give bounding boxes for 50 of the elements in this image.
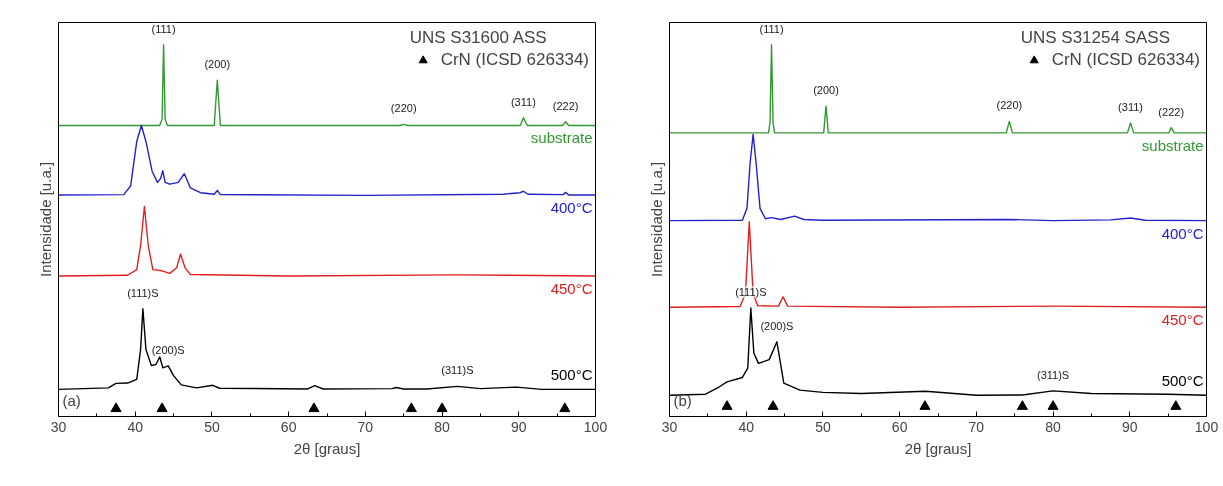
series-label: substrate — [530, 129, 593, 147]
series-label: 500°C — [1161, 372, 1204, 390]
x-tick-label: 90 — [1122, 418, 1138, 435]
annotation: (311) — [510, 95, 536, 108]
series-label: 450°C — [1161, 311, 1204, 329]
annotation: (111)S — [735, 285, 767, 298]
y-axis-title: Intensidade [u.a.] — [647, 161, 665, 278]
annotation: (b) — [673, 391, 692, 409]
series-label: 500°C — [550, 366, 593, 384]
x-tick-label: 80 — [434, 418, 451, 435]
x-axis-title: 2θ [graus] — [293, 439, 361, 457]
x-tick-label: 80 — [1045, 418, 1062, 435]
annotation: (311)S — [441, 364, 474, 377]
annotation: (311) — [1118, 100, 1143, 113]
x-tick-label: 30 — [661, 418, 678, 435]
annotation: (200)S — [760, 319, 794, 332]
x-tick-label: 60 — [891, 418, 908, 435]
series-label: substrate — [1141, 136, 1204, 154]
annotation: (111) — [151, 22, 176, 35]
annotation: (220) — [996, 99, 1023, 112]
annotation: (222) — [552, 99, 579, 112]
annotation: (220) — [390, 102, 417, 115]
x-tick-label: 70 — [968, 418, 985, 435]
x-tick-label: 90 — [511, 418, 527, 435]
legend-label: CrN (ICSD 626334) — [440, 50, 589, 70]
series-label: 450°C — [550, 280, 593, 297]
x-tick-label: 60 — [280, 418, 297, 435]
series-label: 400°C — [550, 198, 593, 216]
x-tick-label: 40 — [738, 418, 755, 435]
annotation: (311)S — [1036, 368, 1070, 381]
annotation: (111)S — [127, 286, 159, 299]
annotation: (222) — [1158, 105, 1185, 118]
x-tick-label: 100 — [583, 418, 608, 435]
annotation: (111) — [759, 22, 784, 35]
annotation: (200)S — [151, 343, 185, 356]
x-tick-label: 70 — [357, 418, 374, 435]
legend-title: UNS S31600 ASS — [409, 28, 548, 48]
x-tick-label: 100 — [1194, 418, 1219, 435]
y-axis-title: Intensidade [u.a.] — [36, 161, 54, 278]
annotation: (a) — [62, 391, 81, 409]
legend-label: CrN (ICSD 626334) — [1051, 50, 1200, 70]
series-label: 400°C — [1161, 224, 1204, 242]
annotation: (200) — [813, 84, 839, 97]
legend-title: UNS S31254 SASS — [1020, 28, 1171, 48]
x-axis-title: 2θ [graus] — [904, 439, 972, 457]
x-tick-label: 50 — [815, 418, 831, 435]
x-tick-label: 30 — [50, 418, 67, 435]
x-tick-label: 50 — [204, 418, 220, 435]
annotation: (200) — [204, 58, 231, 71]
x-tick-label: 40 — [127, 418, 144, 435]
